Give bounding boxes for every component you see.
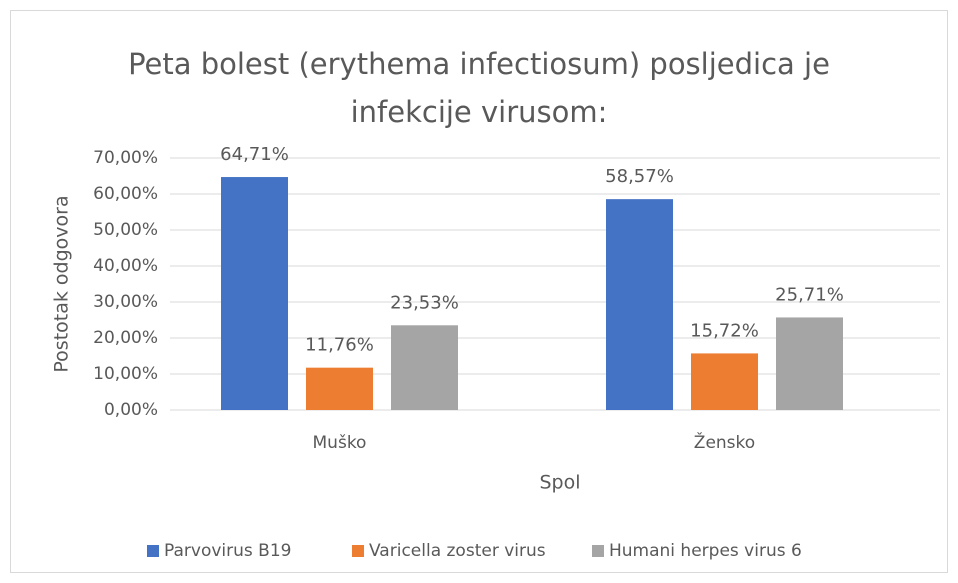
y-tick-label: 50,00% [93,220,158,240]
y-tick-label: 30,00% [93,292,158,312]
legend-swatch [147,545,159,557]
legend-label: Varicella zoster virus [369,541,546,561]
data-label: 11,76% [305,335,374,356]
bar [776,317,843,410]
y-tick-label: 60,00% [93,184,158,204]
y-tick-label: 20,00% [93,328,158,348]
legend-label: Parvovirus B19 [164,541,291,561]
y-tick-label: 10,00% [93,364,158,384]
legend-swatch [352,545,364,557]
legend-swatch [592,545,604,557]
data-label: 64,71% [220,144,289,165]
data-label: 25,71% [775,284,844,305]
legend-label: Humani herpes virus 6 [609,541,802,561]
y-tick-label: 40,00% [93,256,158,276]
y-axis-label: Postotak odgovora [51,195,73,372]
chart-border [10,10,948,573]
data-label: 58,57% [605,166,674,187]
data-label: 15,72% [690,320,759,341]
bar [221,177,288,410]
data-label: 23,53% [390,292,459,313]
x-tick-label: Žensko [694,431,755,453]
bar [391,325,458,410]
bar [306,367,373,410]
bar [606,199,673,410]
bar [691,353,758,410]
x-tick-label: Muško [313,433,367,453]
x-axis-label: Spol [539,472,580,494]
y-tick-label: 0,00% [104,400,158,420]
y-tick-label: 70,00% [93,148,158,168]
chart-title: Peta bolest (erythema infectiosum) poslj… [128,47,830,129]
